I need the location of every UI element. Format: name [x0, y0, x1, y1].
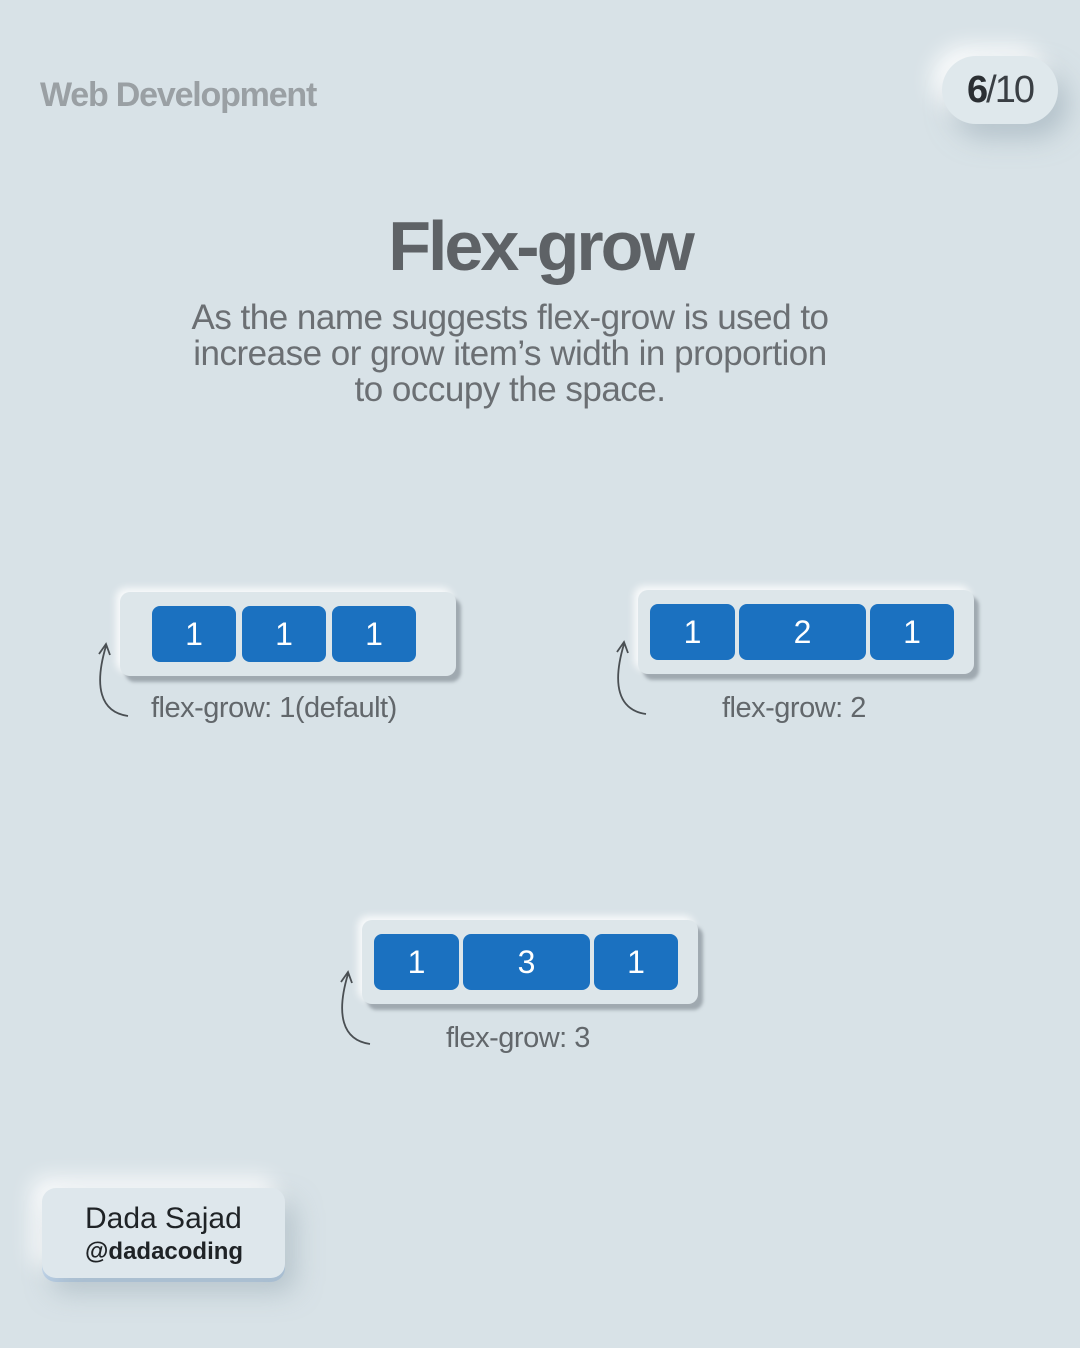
example-caption: flex-grow: 2: [722, 692, 866, 724]
author-handle: @dadacoding: [85, 1238, 244, 1265]
flex-container: 1 2 1: [638, 590, 974, 674]
description: As the name suggests flex-grow is used t…: [191, 298, 829, 409]
flex-item: 3: [463, 934, 590, 990]
author-card: Dada Sajad @dadacoding: [42, 1188, 285, 1278]
flex-container: 1 1 1: [120, 592, 456, 676]
curved-arrow-icon: [340, 970, 371, 1045]
category-label: Web Development: [40, 76, 317, 114]
page-indicator: 6/10: [942, 56, 1058, 124]
curved-arrow-icon: [98, 642, 129, 717]
flex-item: 1: [650, 604, 735, 660]
flex-item: 1: [332, 606, 416, 662]
flex-item: 1: [594, 934, 678, 990]
flex-item: 1: [152, 606, 236, 662]
example-caption: flex-grow: 1(default): [151, 692, 397, 724]
page-total: /10: [986, 68, 1035, 111]
flex-container: 1 3 1: [362, 920, 698, 1004]
flex-item: 2: [739, 604, 866, 660]
page-title: Flex-grow: [388, 207, 695, 285]
author-name: Dada Sajad: [85, 1202, 242, 1235]
flex-item: 1: [242, 606, 326, 662]
flex-item: 1: [374, 934, 459, 990]
page-current: 6: [967, 68, 988, 111]
flex-item: 1: [870, 604, 954, 660]
example-caption: flex-grow: 3: [446, 1022, 590, 1054]
curved-arrow-icon: [616, 640, 647, 715]
